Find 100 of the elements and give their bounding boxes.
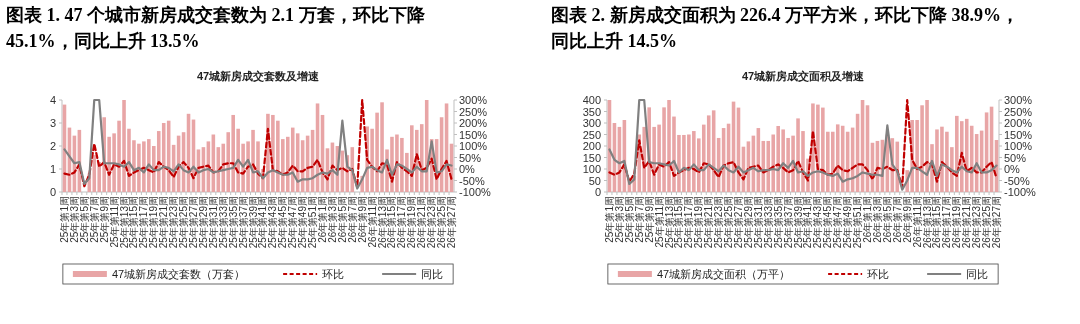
x-tick-label: 25年第17周	[138, 196, 150, 249]
y2-tick-label: 200%	[459, 117, 488, 129]
x-tick-label: 25年第3周	[613, 196, 625, 243]
x-tick-label: 25年第1周	[603, 196, 615, 243]
y2-tick-label: 100%	[1004, 140, 1033, 152]
x-tick-label: 25年第31周	[752, 196, 764, 249]
legend-label: 同比	[966, 268, 989, 280]
x-tick-label: 25年第13周	[663, 196, 675, 249]
y2-tick-label: 0%	[1004, 163, 1021, 175]
x-tick-label: 25年第49周	[297, 196, 309, 249]
x-tick-label: 26年第5周	[336, 196, 348, 243]
x-tick-label: 25年第5周	[623, 196, 635, 243]
y2-tick-label: -100%	[1004, 186, 1037, 198]
x-tick-label: 25年第15周	[673, 196, 685, 249]
x-tick-label: 25年第29周	[742, 196, 754, 249]
chart-title: 图表 2. 新房成交面积为 226.4 万平方米，环比下降 38.9%，同比上升 14.5%	[551, 4, 1020, 53]
y2-tick-label: 100%	[459, 140, 488, 152]
y2-tick-label: 300%	[459, 94, 488, 106]
y-tick-label: 400	[582, 94, 601, 106]
y2-tick-label: 200%	[1004, 117, 1033, 129]
y2-tick-label: -100%	[459, 186, 492, 198]
x-tick-label: 26年第15周	[931, 196, 943, 249]
x-tick-label: 26年第13周	[376, 196, 388, 249]
x-tick-label: 25年第29周	[197, 196, 209, 249]
x-tick-label: 25年第21周	[158, 196, 170, 249]
y2-tick-label: 150%	[1004, 128, 1033, 141]
x-tick-label: 25年第27周	[187, 196, 199, 249]
x-tick-label: 25年第51周	[307, 196, 319, 249]
x-tick-label: 25年第23周	[168, 196, 180, 249]
y2-tick-label: -50%	[459, 174, 485, 187]
x-tick-label: 25年第9周	[98, 196, 110, 243]
x-tick-label: 26年第25周	[981, 196, 993, 249]
x-tick-label: 25年第1周	[58, 196, 70, 243]
x-tick-label: 26年第25周	[436, 196, 448, 249]
y2-tick-label: 250%	[459, 105, 488, 118]
x-tick-label: 26年第11周	[366, 196, 378, 248]
bar	[835, 124, 840, 192]
legend-label: 环比	[867, 268, 890, 280]
x-tick-label: 25年第5周	[78, 196, 90, 243]
bar	[161, 123, 166, 192]
x-tick-label: 25年第39周	[247, 196, 259, 249]
y2-tick-label: -50%	[1004, 174, 1030, 187]
x-tick-label: 25年第45周	[277, 196, 289, 249]
x-tick-label: 26年第15周	[386, 196, 398, 249]
x-tick-label: 26年第1周	[862, 196, 874, 243]
x-tick-label: 26年第19周	[406, 196, 418, 249]
x-tick-label: 26年第3周	[871, 196, 883, 243]
y2-tick-label: 0%	[459, 163, 476, 175]
x-tick-label: 26年第5周	[881, 196, 893, 243]
x-tick-label: 25年第31周	[207, 196, 219, 249]
x-tick-label: 25年第15周	[128, 196, 140, 249]
y-tick-label: 1	[49, 163, 56, 175]
x-tick-label: 26年第9周	[901, 196, 913, 243]
x-tick-label: 25年第11周	[108, 196, 120, 248]
chart-title: 图表 1. 47 个城市新房成交套数为 2.1 万套，环比下降 45.1%，同比上升 13.5%	[6, 4, 426, 53]
x-tick-label: 25年第21周	[703, 196, 715, 249]
x-tick-label: 26年第7周	[346, 196, 358, 243]
x-tick-label: 26年第21周	[416, 196, 428, 249]
x-tick-label: 25年第37周	[782, 196, 794, 249]
y-tick-label: 0	[594, 186, 601, 198]
y2-tick-label: 50%	[459, 151, 482, 164]
x-tick-label: 25年第43周	[267, 196, 279, 249]
x-tick-label: 25年第33周	[217, 196, 229, 249]
x-tick-label: 25年第17周	[683, 196, 695, 249]
x-tick-label: 26年第11周	[911, 196, 923, 248]
chart-subtitle: 47城新房成交套数及增速	[196, 70, 321, 82]
y-tick-label: 300	[582, 117, 601, 129]
bar	[964, 118, 969, 192]
x-tick-label: 26年第9周	[356, 196, 368, 243]
legend-label: 同比	[421, 268, 444, 280]
x-tick-label: 25年第43周	[812, 196, 824, 249]
y-tick-label: 3	[49, 117, 56, 129]
x-tick-label: 25年第51周	[852, 196, 864, 249]
x-tick-label: 25年第25周	[723, 196, 735, 249]
x-tick-label: 25年第3周	[68, 196, 80, 243]
x-tick-label: 25年第11周	[653, 196, 665, 248]
x-tick-label: 26年第23周	[426, 196, 438, 249]
y-tick-label: 250	[582, 128, 601, 141]
x-tick-label: 25年第13周	[118, 196, 130, 249]
x-tick-label: 25年第37周	[237, 196, 249, 249]
x-tick-label: 25年第45周	[822, 196, 834, 249]
bar	[290, 127, 295, 192]
x-tick-label: 25年第7周	[88, 196, 100, 243]
x-tick-label: 26年第27周	[991, 196, 1003, 249]
chart-subtitle: 47城新房成交面积及增速	[741, 70, 866, 82]
x-tick-label: 26年第23周	[971, 196, 983, 249]
legend-label: 环比	[322, 268, 345, 280]
y-tick-label: 350	[582, 105, 601, 118]
y2-tick-label: 150%	[459, 128, 488, 141]
legend-label: 47城新房成交套数（万套）	[111, 268, 246, 280]
x-tick-label: 25年第49周	[842, 196, 854, 249]
y-tick-label: 100	[582, 163, 601, 175]
y2-tick-label: 250%	[1004, 105, 1033, 118]
x-tick-label: 26年第7周	[891, 196, 903, 243]
x-tick-label: 26年第1周	[317, 196, 329, 243]
x-tick-label: 25年第47周	[287, 196, 299, 249]
x-tick-label: 26年第27周	[446, 196, 458, 249]
x-tick-label: 25年第39周	[792, 196, 804, 249]
x-tick-label: 25年第19周	[693, 196, 705, 249]
x-tick-label: 26年第17周	[941, 196, 953, 249]
